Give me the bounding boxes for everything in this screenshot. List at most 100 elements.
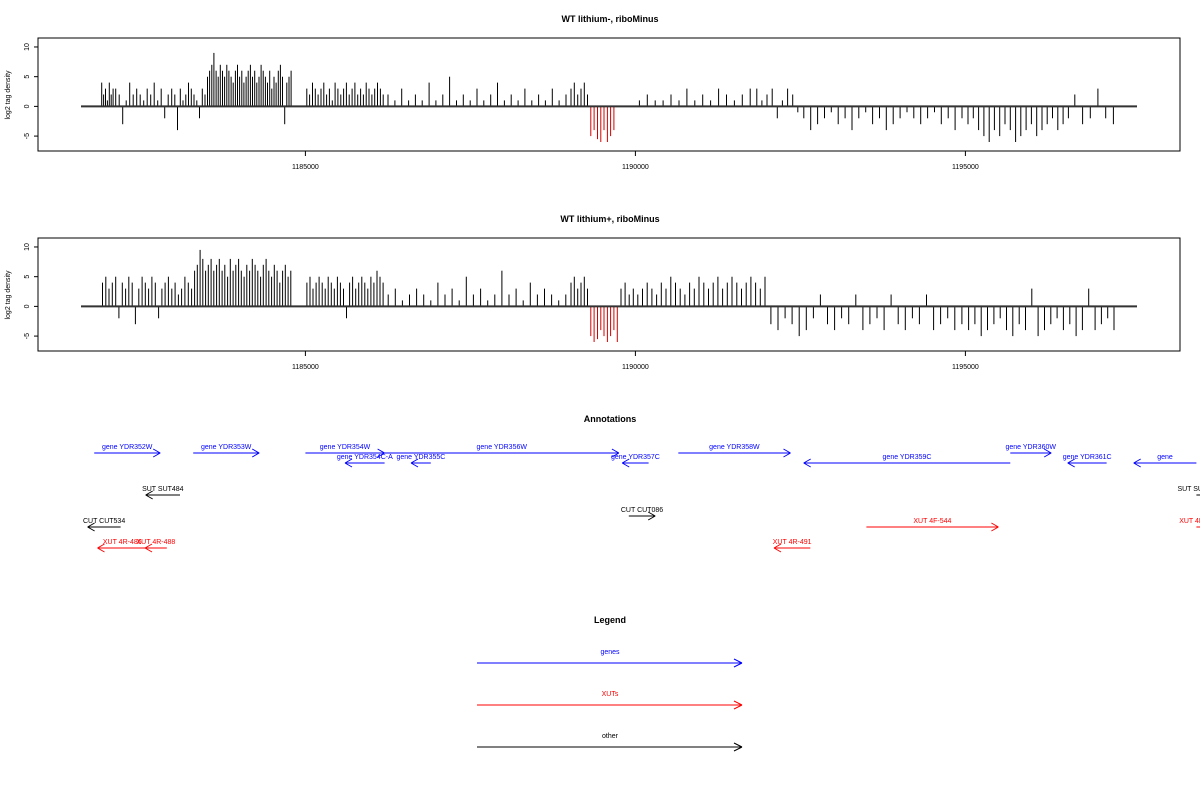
feature-arrowhead	[1133, 458, 1141, 468]
x-tick-label: 1185000	[292, 364, 319, 371]
y-tick-label: -5	[24, 333, 31, 339]
annotation-feature: CUT CUT534	[83, 518, 125, 532]
feature-arrowhead	[152, 448, 161, 458]
feature-arrowhead	[611, 448, 620, 458]
legend-label: other	[602, 733, 619, 740]
feature-arrowhead	[87, 522, 95, 532]
annotation-feature: gene YDR354W	[305, 444, 385, 458]
x-tick-label: 1190000	[622, 364, 649, 371]
annotation-feature: XUT 4R-491	[773, 539, 812, 553]
annotation-feature: XUT 4R-488	[137, 539, 176, 553]
legend-title: Legend	[594, 615, 626, 625]
feature-label: gene YDR353W	[201, 444, 252, 451]
annotation-feature: gene YDR360W	[1006, 444, 1057, 458]
feature-arrowhead	[251, 448, 260, 458]
feature-arrowhead	[783, 448, 791, 458]
plot-frame	[37, 237, 1181, 352]
track-panel-lithium-minus: WT lithium-, riboMinus log2 tag density …	[5, 14, 1181, 171]
legend-items: genes XUTs other	[477, 649, 743, 752]
annotation-feature: gene	[1133, 454, 1197, 468]
feature-arrowhead	[410, 458, 419, 468]
feature-arrowhead	[803, 458, 811, 468]
feature-label: XUT 4R-486	[103, 539, 142, 546]
y-tick-label: 0	[24, 304, 31, 308]
annotation-feature: gene YDR359C	[803, 454, 1011, 468]
annotation-features: gene YDR352W gene YDR353W gene YDR354W gene…	[83, 444, 1200, 553]
feature-label: gene	[1157, 454, 1173, 461]
feature-label: XUT 4R-491	[773, 539, 812, 546]
feature-label: gene YDR360W	[1006, 444, 1057, 451]
annotation-feature: gene YDR358W	[678, 444, 791, 458]
legend-label: genes	[600, 649, 620, 656]
annotation-feature: XUT 4R-486	[97, 539, 147, 553]
annotation-feature: SUT SUT072	[1177, 486, 1200, 496]
feature-label: gene YDR356W	[477, 444, 528, 451]
annotation-feature: gene YDR352W	[94, 444, 161, 458]
annotation-feature: XUT 4F-544	[866, 518, 999, 532]
legend-item: genes	[477, 649, 743, 668]
feature-label: CUT CUT534	[83, 518, 125, 525]
axes: -5 0 5 10 1185000 1190000 1195000	[24, 243, 1137, 371]
legend-item: XUTs	[477, 691, 743, 710]
track-panel-lithium-plus: WT lithium+, riboMinus log2 tag density …	[5, 214, 1181, 371]
y-tick-label: 0	[24, 104, 31, 108]
feature-arrowhead	[377, 448, 385, 458]
feature-label: SUT SUT484	[142, 486, 184, 493]
annotation-feature: gene YDR353W	[193, 444, 260, 458]
feature-label: gene YDR354C-A	[337, 454, 393, 461]
feature-label: gene YDR359C	[883, 454, 932, 461]
annotations-track: Annotations gene YDR352W gene YDR353W gene…	[83, 414, 1200, 553]
feature-label: gene YDR355C	[396, 454, 445, 461]
annotation-feature: CUT CUT086	[621, 507, 663, 521]
feature-label: CUT CUT086	[621, 507, 663, 514]
bar-series	[102, 249, 1115, 342]
feature-arrowhead	[97, 543, 105, 553]
x-tick-label: 1195000	[952, 364, 979, 371]
x-tick-label: 1190000	[622, 164, 649, 171]
legend-item: other	[477, 733, 743, 752]
axes: -5 0 5 10 1185000 1190000 1195000	[24, 43, 1137, 171]
y-tick-label: 5	[24, 75, 31, 79]
feature-label: gene YDR354W	[320, 444, 371, 451]
annotation-feature: gene YDR356W	[384, 444, 620, 458]
feature-arrowhead	[991, 522, 999, 532]
feature-arrowhead	[144, 543, 153, 553]
y-tick-label: -5	[24, 133, 31, 139]
annotation-feature: gene YDR361C	[1063, 454, 1112, 468]
feature-label: gene YDR358W	[709, 444, 760, 451]
feature-arrowhead	[621, 458, 630, 468]
feature-label: XUT 4F-544	[913, 518, 951, 525]
annotation-feature: XUT 4F-546	[1179, 518, 1200, 528]
legend-arrowhead	[733, 700, 743, 710]
feature-label: gene YDR361C	[1063, 454, 1112, 461]
plot-frame	[37, 37, 1181, 152]
feature-arrowhead	[1043, 448, 1052, 458]
x-tick-label: 1195000	[952, 164, 979, 171]
feature-label: XUT 4F-546	[1179, 518, 1200, 525]
feature-arrowhead	[145, 490, 153, 500]
annotation-feature: gene YDR357C	[611, 454, 660, 468]
y-axis-label: log2 tag density	[5, 70, 12, 120]
panel-title: WT lithium-, riboMinus	[562, 14, 659, 24]
feature-label: gene YDR357C	[611, 454, 660, 461]
legend-arrowhead	[733, 742, 743, 752]
feature-arrowhead	[1067, 458, 1075, 468]
annotation-feature: gene YDR355C	[396, 454, 445, 468]
annotation-feature: gene YDR354C-A	[337, 454, 393, 468]
legend-arrowhead	[733, 658, 743, 668]
bar-series	[101, 52, 1114, 142]
feature-arrowhead	[344, 458, 353, 468]
y-tick-label: 10	[24, 243, 31, 251]
feature-label: XUT 4R-488	[137, 539, 176, 546]
y-tick-label: 10	[24, 43, 31, 51]
x-tick-label: 1185000	[292, 164, 319, 171]
legend: Legend genes XUTs other	[477, 615, 743, 752]
feature-label: gene YDR352W	[102, 444, 153, 451]
feature-arrowhead	[773, 543, 782, 553]
legend-label: XUTs	[602, 691, 619, 698]
annotations-title: Annotations	[584, 414, 637, 424]
feature-label: SUT SUT072	[1177, 486, 1200, 493]
feature-arrowhead	[647, 511, 656, 521]
panel-title: WT lithium+, riboMinus	[560, 214, 659, 224]
